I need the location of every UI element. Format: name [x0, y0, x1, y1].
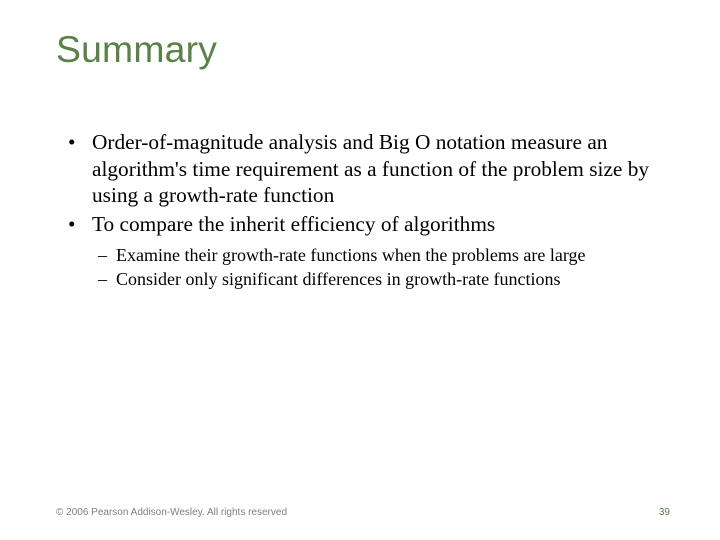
sub-bullet-item: Consider only significant differences in… [92, 268, 670, 291]
sub-bullet-text: Consider only significant differences in… [116, 269, 561, 289]
bullet-text: To compare the inherit efficiency of alg… [92, 212, 495, 236]
bullet-list: Order-of-magnitude analysis and Big O no… [56, 129, 670, 291]
page-number: 39 [659, 507, 670, 518]
bullet-text: Order-of-magnitude analysis and Big O no… [92, 130, 649, 207]
footer: © 2006 Pearson Addison-Wesley. All right… [56, 507, 670, 518]
slide-title: Summary [56, 28, 670, 71]
bullet-item: To compare the inherit efficiency of alg… [56, 211, 670, 291]
slide: Summary Order-of-magnitude analysis and … [0, 0, 720, 540]
bullet-item: Order-of-magnitude analysis and Big O no… [56, 129, 670, 209]
copyright-text: © 2006 Pearson Addison-Wesley. All right… [56, 507, 287, 518]
sub-bullet-list: Examine their growth-rate functions when… [92, 244, 670, 291]
sub-bullet-text: Examine their growth-rate functions when… [116, 245, 586, 265]
sub-bullet-item: Examine their growth-rate functions when… [92, 244, 670, 267]
